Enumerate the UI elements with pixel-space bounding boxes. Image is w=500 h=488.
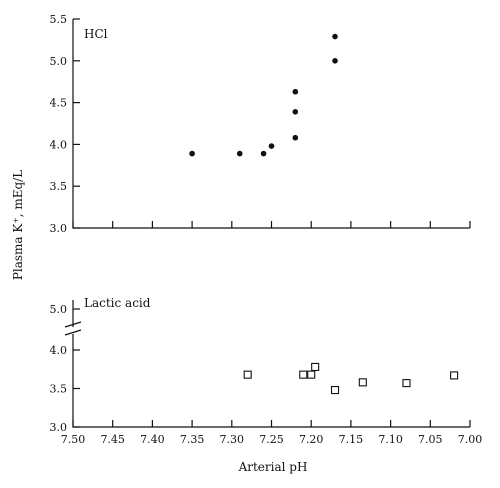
x-tick-label: 7.00 (458, 433, 483, 446)
x-tick-label: 7.30 (220, 433, 245, 446)
lactic-data-point (243, 370, 252, 379)
x-tick-label: 7.20 (299, 433, 324, 446)
hcl-data-point (189, 150, 195, 157)
hcl-panel-label: HCl (84, 27, 108, 41)
x-tick-label: 7.15 (339, 433, 364, 446)
hcl-y-tick-label: 5.0 (50, 55, 68, 68)
lactic-y-tick-label: 5.0 (50, 303, 68, 316)
lactic-panel-label: Lactic acid (84, 296, 151, 310)
hcl-data-point (332, 33, 338, 40)
x-tick-label: 7.05 (418, 433, 443, 446)
hcl-data-point (260, 150, 267, 157)
lactic-y-tick-label: 3.0 (50, 421, 68, 434)
x-tick-label: 7.40 (140, 433, 165, 446)
lactic-data-point (402, 379, 411, 388)
x-tick-label: 7.45 (100, 433, 125, 446)
hcl-data-point (292, 108, 299, 115)
lactic-y-tick-label: 3.5 (50, 383, 68, 396)
hcl-y-tick-label: 4.0 (50, 138, 68, 151)
hcl-y-tick-label: 5.5 (50, 13, 68, 26)
lactic-data-point (330, 385, 340, 395)
lactic-data-point (450, 371, 459, 380)
x-tick-label: 7.50 (61, 433, 86, 446)
y-axis-title: Plasma K⁺, mEq/L (11, 170, 25, 280)
lactic-data-point (358, 378, 367, 387)
lactic-data-point (311, 362, 320, 371)
hcl-y-tick-label: 3.0 (50, 222, 68, 235)
lactic-data-point (299, 370, 308, 379)
hcl-data-point (292, 134, 299, 141)
x-tick-label: 7.10 (378, 433, 403, 446)
x-axis-title: Arterial pH (238, 460, 308, 474)
lactic-data-point (307, 370, 316, 379)
lactic-acid-panel: Lactic acid 3.0 3.5 4.0 5.0 7.50 7.45 7.40 7.35… (50, 296, 483, 446)
axis-break-mark (64, 321, 82, 336)
x-tick-label: 7.25 (259, 433, 284, 446)
hcl-data-point (236, 150, 243, 157)
hcl-data-point (268, 143, 275, 149)
x-tick-label: 7.35 (180, 433, 205, 446)
hcl-y-tick-label: 4.5 (50, 97, 68, 110)
hcl-data-point (332, 58, 338, 64)
hcl-y-tick-label: 3.5 (50, 180, 68, 193)
hcl-y-axis (72, 19, 470, 229)
lactic-y-tick-label: 4.0 (50, 344, 68, 357)
hcl-panel: HCl 3.0 3.5 4.0 4.5 5.0 5.5 (50, 13, 471, 235)
hcl-data-point (292, 88, 299, 95)
